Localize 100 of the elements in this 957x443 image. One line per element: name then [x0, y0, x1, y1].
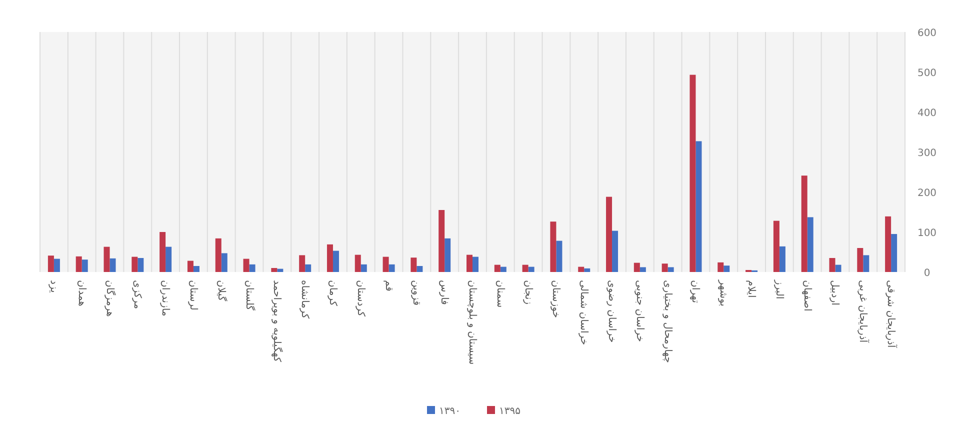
x-tick-label: البرز [773, 279, 784, 300]
x-tick-label: مرکزی [132, 280, 143, 309]
bar [640, 267, 646, 272]
bar [466, 254, 472, 272]
x-tick-label: فارس [438, 280, 450, 306]
bar [277, 268, 284, 272]
bar [612, 230, 618, 272]
legend-label: ۱۳۹۵ [499, 406, 520, 417]
x-tick-label: بوشهر [718, 279, 729, 306]
bar [166, 246, 172, 272]
x-tick-label: کهگیلویه و بویراحمد [271, 280, 284, 362]
bar [138, 258, 144, 272]
x-tick-label: اردبیل [829, 280, 840, 306]
x-tick-label: همدان [76, 280, 87, 306]
x-tick-label: آذربایجان غربی [857, 280, 870, 344]
bar [522, 264, 528, 272]
bar [410, 258, 417, 272]
y-tick-label: 600 [917, 28, 937, 39]
x-tick-label: کردستان [354, 280, 366, 317]
x-tick-label: سیستان و بلوچستان [466, 280, 478, 365]
bar [76, 256, 82, 272]
bar [690, 74, 696, 272]
bar [606, 196, 612, 272]
bar [271, 268, 278, 272]
bar [160, 232, 166, 272]
bar [807, 217, 814, 272]
y-tick-label: 300 [917, 148, 937, 159]
bar [54, 258, 60, 272]
bar [863, 255, 870, 272]
bar [132, 256, 138, 272]
x-tick-label: خراسان جنوبی [634, 280, 645, 342]
x-tick-label: گلستان [243, 280, 256, 311]
bar [634, 262, 640, 272]
x-tick-label: چهارمحال و بختیاری [662, 280, 673, 363]
x-tick-label: یزد [48, 280, 59, 293]
bar [249, 264, 256, 272]
bar [243, 258, 250, 272]
bar [556, 240, 562, 272]
bar [718, 262, 724, 272]
bar [494, 264, 500, 272]
x-tick-label: گیلان [215, 280, 228, 302]
bar [299, 255, 306, 272]
bar [829, 258, 836, 272]
x-tick-label: تهران [690, 280, 701, 304]
bar [215, 238, 222, 272]
bar [326, 244, 333, 272]
bar [48, 256, 54, 272]
bar [332, 250, 339, 272]
x-tick-label: کرمانشاه [299, 280, 310, 319]
x-tick-label: قزوین [410, 280, 422, 306]
y-tick-label: 0 [924, 268, 930, 279]
bar [835, 264, 842, 272]
bar [662, 264, 668, 272]
x-tick-label: کرمان [326, 280, 338, 306]
bar [104, 246, 110, 272]
bar [472, 256, 478, 272]
bar [305, 264, 312, 272]
legend-label: ۱۳۹۰ [439, 406, 460, 417]
bar [500, 266, 506, 272]
bar [388, 264, 395, 272]
bar [773, 220, 780, 272]
bar [360, 264, 367, 272]
bar [221, 253, 228, 272]
bar [444, 238, 451, 272]
bar [891, 234, 898, 272]
bar [584, 268, 590, 272]
y-tick-label: 500 [917, 68, 937, 79]
x-tick-label: خوزستان [550, 280, 562, 318]
x-tick-label: مازندران [160, 280, 171, 316]
bar [110, 258, 116, 272]
bar [779, 246, 786, 272]
bar [857, 248, 864, 272]
x-tick-label: آذربایجان شرقی [885, 280, 898, 349]
bar [82, 260, 88, 272]
x-tick-label: قم [382, 280, 394, 292]
bar [416, 266, 423, 272]
x-tick-label: سمنان [494, 280, 506, 308]
bar [550, 222, 556, 272]
bar [801, 176, 808, 272]
x-tick-label: ایلام [746, 280, 757, 298]
y-tick-label: 200 [917, 188, 937, 199]
bar [187, 260, 194, 272]
x-tick-label: لرستان [187, 280, 198, 310]
bar [354, 254, 361, 272]
bar [438, 210, 445, 272]
bar [193, 266, 200, 272]
x-tick-label: خراسان شمالی [578, 280, 590, 346]
bar [528, 266, 534, 272]
bar [382, 256, 389, 272]
bar [668, 267, 674, 272]
y-tick-label: 400 [917, 108, 937, 119]
bar [885, 216, 892, 272]
bar [724, 266, 730, 272]
x-tick-label: خراسان رضوی [606, 280, 618, 343]
x-tick-label: هرمزگان [104, 280, 116, 317]
y-tick-label: 100 [917, 228, 937, 239]
bar [696, 141, 702, 272]
x-tick-label: زنجان [522, 280, 534, 305]
x-tick-label: اصفهان [801, 280, 812, 312]
bar [578, 266, 584, 272]
